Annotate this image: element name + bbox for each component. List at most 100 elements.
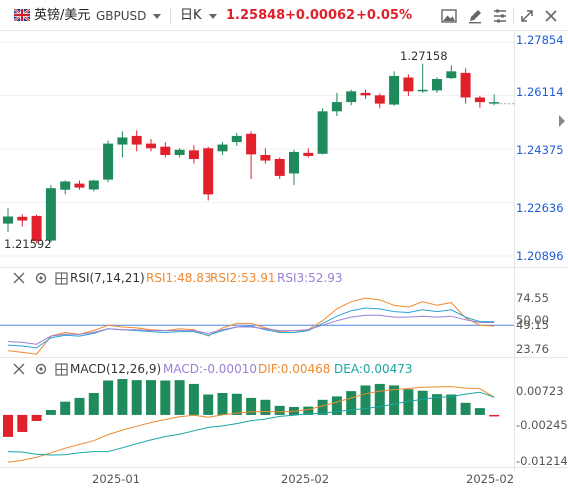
candle-body bbox=[117, 137, 128, 145]
candle-body bbox=[188, 150, 199, 159]
macd-histogram-bar bbox=[74, 397, 85, 415]
candle-body bbox=[432, 79, 442, 91]
hide-panel-icon[interactable] bbox=[12, 271, 26, 285]
macd-histogram-bar bbox=[403, 389, 414, 415]
macd-histogram-bar bbox=[360, 385, 371, 415]
candle-body bbox=[146, 143, 156, 149]
price-tick: 1.26114 bbox=[516, 85, 564, 99]
macd-histogram-bar bbox=[174, 380, 185, 415]
macd-histogram-bar bbox=[45, 410, 56, 415]
macd-histogram-bar bbox=[303, 406, 314, 415]
macd-histogram-bar bbox=[188, 383, 199, 415]
rsi-divider bbox=[0, 267, 568, 268]
candle-body bbox=[231, 135, 242, 143]
candle-body bbox=[203, 148, 214, 195]
flag-uk-icon bbox=[14, 9, 30, 21]
image-icon[interactable] bbox=[439, 6, 459, 26]
macd-histogram-bar bbox=[260, 399, 271, 415]
candle-body bbox=[17, 216, 28, 221]
macd-header: MACD(12,26,9) MACD:-0.00010 DIF:0.00468 … bbox=[0, 361, 568, 379]
x-axis-tick: 2025-02 bbox=[281, 472, 330, 486]
macd-histogram-bar bbox=[417, 390, 428, 415]
candle-body bbox=[217, 144, 228, 152]
macd-histogram-bar bbox=[131, 380, 142, 415]
macd-histogram-bar bbox=[88, 392, 99, 415]
symbol-code[interactable]: GBPUSD bbox=[96, 9, 147, 23]
candle-body bbox=[446, 71, 457, 79]
candle-body bbox=[246, 133, 257, 155]
macd-histogram-bar bbox=[374, 383, 385, 415]
candle-body bbox=[274, 158, 285, 176]
fullscreen-icon[interactable] bbox=[517, 6, 537, 26]
period-dropdown-chevron-icon[interactable] bbox=[209, 14, 217, 19]
symbol-toolbar: 英镑/美元 GBPUSD 日K 1.25848 +0.00062 +0.05% bbox=[0, 0, 568, 31]
macd-histogram-bar bbox=[60, 401, 71, 415]
price-tick: 1.24375 bbox=[516, 143, 564, 157]
dif-value: DIF:0.00468 bbox=[258, 362, 331, 376]
candle-body bbox=[45, 188, 56, 241]
high-price-label: 1.27158 bbox=[400, 49, 448, 63]
last-price: 1.25848 bbox=[226, 8, 286, 23]
x-axis-tick: 2025-01 bbox=[92, 472, 141, 486]
hide-panel-icon[interactable] bbox=[12, 362, 26, 376]
macd-histogram-bar bbox=[217, 392, 228, 415]
candle-body bbox=[489, 102, 500, 104]
candle-body bbox=[460, 72, 471, 98]
candle-body bbox=[103, 143, 114, 180]
dif-line bbox=[7, 386, 495, 463]
macd-histogram-bar bbox=[274, 405, 285, 415]
candle-body bbox=[74, 183, 85, 188]
symbol-dropdown-chevron-icon[interactable] bbox=[153, 14, 161, 19]
macd-divider bbox=[0, 357, 568, 358]
macd-histogram-bar bbox=[117, 379, 128, 415]
rsi-title: RSI(7,14,21) bbox=[70, 271, 145, 285]
indicator-grid-icon[interactable] bbox=[55, 272, 68, 285]
indicator-grid-icon[interactable] bbox=[55, 363, 68, 376]
rsi-tick: 49.15 bbox=[516, 318, 549, 332]
settings-icon[interactable] bbox=[490, 6, 510, 26]
symbol-name[interactable]: 英镑/美元 bbox=[34, 8, 91, 23]
period-selector[interactable]: 日K bbox=[180, 8, 202, 23]
close-icon[interactable] bbox=[541, 6, 561, 26]
price-tick: 1.22636 bbox=[516, 201, 564, 215]
edit-icon[interactable] bbox=[465, 6, 485, 26]
macd-histogram-bar bbox=[31, 414, 42, 421]
macd-histogram-bar bbox=[432, 394, 442, 415]
candle-body bbox=[403, 77, 414, 92]
candle-body bbox=[303, 152, 314, 156]
macd-tick: -0.01214 bbox=[516, 454, 568, 468]
candle-body bbox=[360, 92, 371, 96]
candle-body bbox=[3, 216, 13, 224]
candle-body bbox=[289, 151, 299, 174]
macd-histogram-bar bbox=[231, 393, 242, 415]
settings-gear-icon[interactable] bbox=[34, 271, 48, 285]
rsi2-value: RSI2:53.91 bbox=[210, 271, 276, 285]
candle-body bbox=[260, 154, 271, 161]
macd-histogram-bar bbox=[489, 414, 500, 417]
price-change: +0.00062 bbox=[285, 8, 356, 23]
candle-body bbox=[389, 75, 400, 105]
macd-value: MACD:-0.00010 bbox=[163, 362, 257, 376]
x-axis-tick: 2025-02 bbox=[466, 472, 515, 486]
rsi3-value: RSI3:52.93 bbox=[277, 271, 343, 285]
price-tick: 1.20896 bbox=[516, 249, 564, 263]
macd-histogram-bar bbox=[317, 399, 328, 415]
x-axis-divider bbox=[0, 467, 568, 468]
macd-histogram-bar bbox=[103, 380, 114, 415]
candle-body bbox=[31, 215, 42, 242]
macd-histogram-bar bbox=[3, 414, 13, 437]
macd-histogram-bar bbox=[146, 380, 156, 415]
settings-gear-icon[interactable] bbox=[34, 362, 48, 376]
macd-histogram-bar bbox=[460, 402, 471, 415]
price-tick: 1.27854 bbox=[516, 33, 564, 47]
price-axis-divider bbox=[514, 31, 515, 472]
dea-value: DEA:0.00473 bbox=[334, 362, 413, 376]
macd-histogram-bar bbox=[160, 380, 171, 415]
candle-body bbox=[160, 146, 171, 155]
rsi-line-rsi1 bbox=[7, 297, 495, 355]
toolbar-separator bbox=[513, 8, 514, 24]
macd-tick: -0.00245 bbox=[516, 418, 568, 432]
expand-panel-icon[interactable] bbox=[556, 113, 568, 129]
toolbar-separator bbox=[170, 8, 171, 24]
